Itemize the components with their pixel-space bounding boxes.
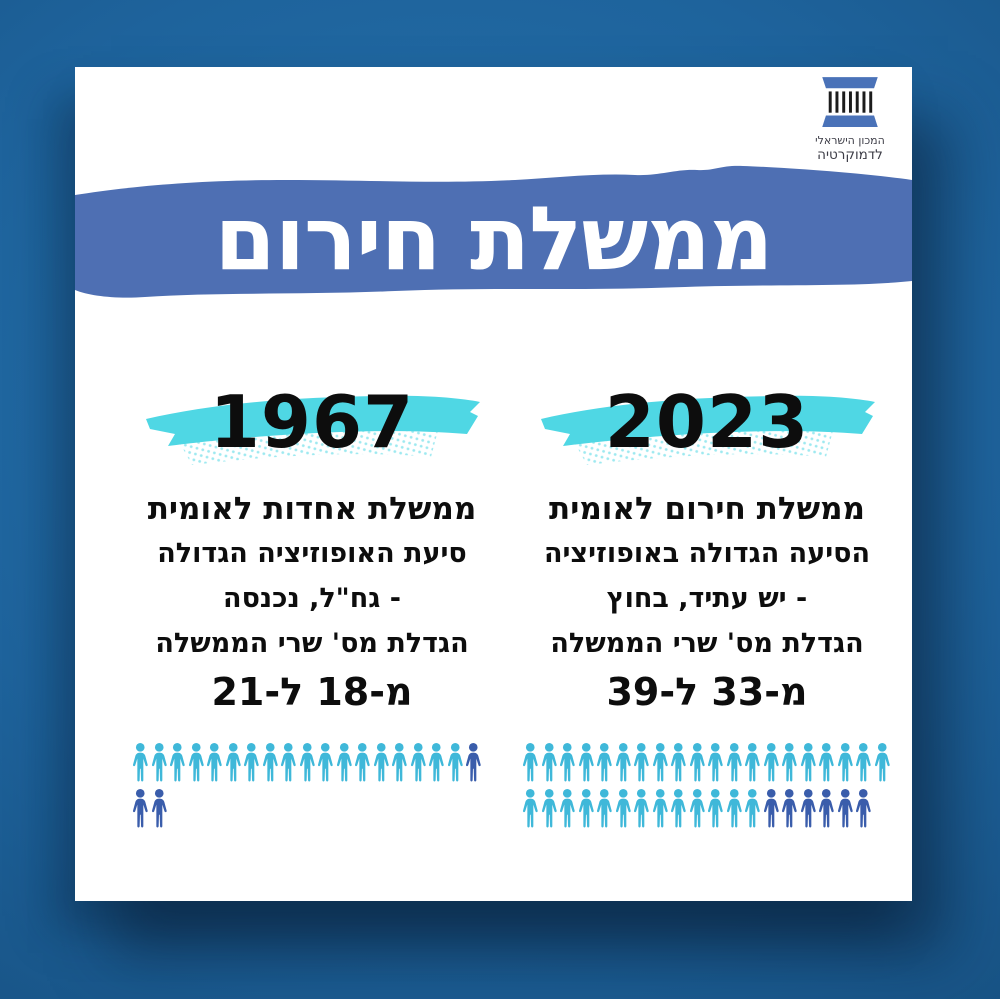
people-row: [521, 742, 893, 785]
person-icon: [595, 742, 614, 784]
logo-name-line2: לדמוקרטיה: [817, 147, 883, 163]
person-icon: [242, 742, 261, 784]
person-icon: [688, 742, 707, 784]
person-icon: [205, 742, 224, 784]
person-icon: [614, 742, 633, 784]
column-2023: 2023 ממשלת חירום לאומית הסיעה הגדולה באו…: [521, 307, 893, 834]
person-icon: [577, 788, 596, 830]
people-chart: [521, 742, 893, 831]
year-highlight-1967: 1967: [140, 375, 485, 471]
person-icon: [817, 742, 836, 784]
logo-name-line1: המכון הישראלי: [815, 134, 885, 147]
column-1967: 1967 ממשלת אחדות לאומית סיעת האופוזיציה …: [131, 307, 493, 834]
person-icon: [762, 742, 781, 784]
person-icon: [131, 788, 150, 830]
person-icon: [632, 742, 651, 784]
person-icon: [780, 788, 799, 830]
comparison-columns: 1967 ממשלת אחדות לאומית סיעת האופוזיציה …: [75, 307, 912, 901]
person-icon: [669, 788, 688, 830]
person-icon: [372, 742, 391, 784]
person-icon: [298, 742, 317, 784]
person-icon: [799, 742, 818, 784]
person-icon: [540, 788, 559, 830]
person-icon: [706, 788, 725, 830]
person-icon: [836, 742, 855, 784]
ministers-change: מ-18 ל-21: [211, 670, 413, 714]
person-icon: [131, 742, 150, 784]
person-icon: [390, 742, 409, 784]
person-icon: [540, 742, 559, 784]
person-icon: [446, 742, 465, 784]
people-row: [521, 788, 893, 831]
person-icon: [725, 788, 744, 830]
person-icon: [187, 742, 206, 784]
person-icon: [521, 742, 540, 784]
people-chart: [131, 742, 493, 831]
person-icon: [651, 788, 670, 830]
ministers-change: מ-33 ל-39: [606, 670, 808, 714]
person-icon: [150, 742, 169, 784]
person-icon: [279, 742, 298, 784]
banner-brush-shape: [75, 165, 912, 298]
person-icon: [409, 742, 428, 784]
person-icon: [558, 788, 577, 830]
main-title: ממשלת חירום: [214, 187, 774, 290]
person-icon: [854, 742, 873, 784]
idi-logo: המכון הישראלי לדמוקרטיה: [804, 75, 896, 163]
person-icon: [558, 742, 577, 784]
person-icon: [150, 788, 169, 830]
person-icon: [780, 742, 799, 784]
title-banner: ממשלת חירום: [75, 163, 912, 313]
person-icon: [316, 742, 335, 784]
person-icon: [817, 788, 836, 830]
person-icon: [595, 788, 614, 830]
person-icon: [669, 742, 688, 784]
person-icon: [836, 788, 855, 830]
column-heading: ממשלת חירום לאומית: [549, 491, 865, 527]
person-icon: [706, 742, 725, 784]
person-icon: [521, 788, 540, 830]
column-heading: ממשלת אחדות לאומית: [147, 491, 477, 527]
people-row: [131, 742, 493, 785]
person-icon: [335, 742, 354, 784]
person-icon: [168, 742, 187, 784]
year-label: 1967: [209, 380, 415, 464]
person-icon: [614, 788, 633, 830]
column-icon: [822, 77, 878, 128]
infographic-card: המכון הישראלי לדמוקרטיה ממשלת חירום 1967…: [75, 67, 912, 901]
person-icon: [427, 742, 446, 784]
person-icon: [854, 788, 873, 830]
person-icon: [762, 788, 781, 830]
person-icon: [577, 742, 596, 784]
year-highlight-2023: 2023: [535, 375, 880, 471]
person-icon: [799, 788, 818, 830]
year-label: 2023: [604, 380, 810, 464]
person-icon: [261, 742, 280, 784]
column-body: הסיעה הגדולה באופוזיציה - יש עתיד, בחוץ …: [543, 538, 871, 659]
person-icon: [725, 742, 744, 784]
person-icon: [743, 788, 762, 830]
person-icon: [743, 742, 762, 784]
person-icon: [651, 742, 670, 784]
person-icon: [688, 788, 707, 830]
person-icon: [464, 742, 483, 784]
people-row: [131, 788, 493, 831]
person-icon: [353, 742, 372, 784]
person-icon: [873, 742, 892, 784]
person-icon: [224, 742, 243, 784]
person-icon: [632, 788, 651, 830]
column-body: סיעת האופוזיציה הגדולה - גח"ל, נכנסה הגד…: [155, 538, 469, 659]
